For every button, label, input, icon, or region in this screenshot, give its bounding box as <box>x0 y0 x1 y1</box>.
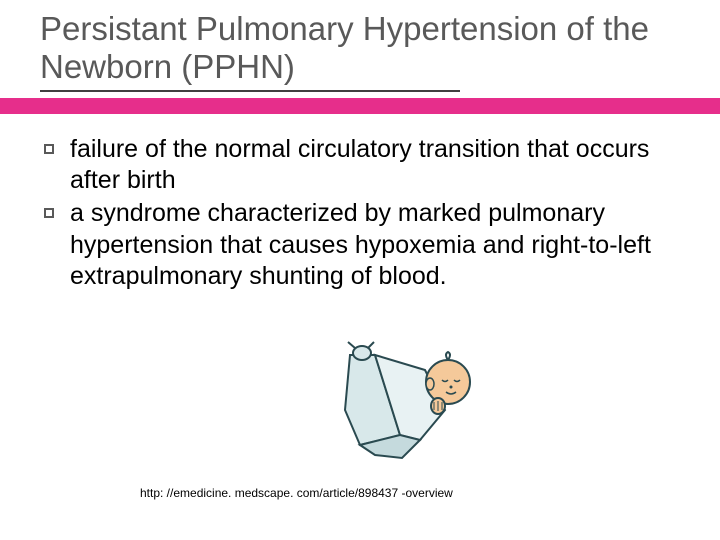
bullet-marker <box>44 144 54 154</box>
title-underline <box>40 90 460 92</box>
bullet-text: a syndrome characterized by marked pulmo… <box>70 198 676 292</box>
baby-illustration <box>330 340 490 470</box>
slide-title: Persistant Pulmonary Hypertension of the… <box>0 0 720 86</box>
bullet-text: failure of the normal circulatory transi… <box>70 134 676 197</box>
list-item: a syndrome characterized by marked pulmo… <box>44 198 676 292</box>
accent-bar <box>0 98 720 114</box>
bullet-marker <box>44 208 54 218</box>
list-item: failure of the normal circulatory transi… <box>44 134 676 197</box>
citation-text: http: //emedicine. medscape. com/article… <box>140 486 453 500</box>
content-area: failure of the normal circulatory transi… <box>0 114 720 292</box>
